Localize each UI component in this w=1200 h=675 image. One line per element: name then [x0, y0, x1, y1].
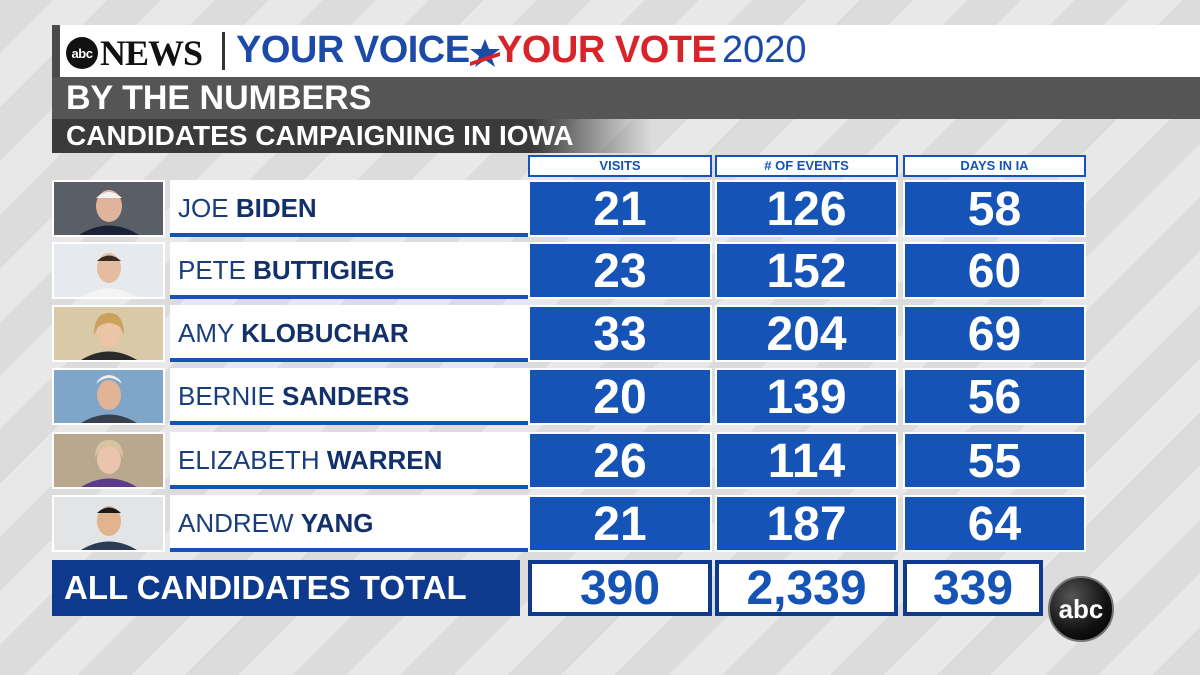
candidate-last-name: WARREN — [326, 445, 443, 475]
days-value: 58 — [903, 180, 1086, 237]
visits-value: 33 — [528, 305, 712, 362]
abc-bug-icon: abc — [1048, 576, 1114, 642]
events-value: 187 — [715, 495, 898, 552]
candidate-photo — [52, 180, 165, 237]
candidate-last-name: BIDEN — [235, 193, 317, 223]
total-label: ALL CANDIDATES TOTAL — [52, 560, 520, 616]
visits-value: 26 — [528, 432, 712, 489]
events-value: 114 — [715, 432, 898, 489]
candidate-photo — [52, 368, 165, 425]
your-voice-text: YOUR VOICE — [236, 29, 470, 71]
total-events: 2,339 — [715, 560, 898, 616]
total-visits: 390 — [528, 560, 712, 616]
candidate-first-name: ANDREW — [178, 508, 294, 538]
candidate-first-name: AMY — [178, 318, 234, 348]
candidate-last-name: BUTTIGIEG — [253, 255, 395, 285]
candidate-first-name: BERNIE — [178, 381, 275, 411]
candidate-name: ANDREW YANG — [170, 495, 528, 552]
days-value: 64 — [903, 495, 1086, 552]
star-icon — [470, 39, 500, 67]
total-days: 339 — [903, 560, 1043, 616]
page-title: BY THE NUMBERS — [52, 77, 1200, 119]
days-value: 60 — [903, 242, 1086, 299]
candidate-name: ELIZABETH WARREN — [170, 432, 528, 489]
candidate-name: JOE BIDEN — [170, 180, 528, 237]
candidate-photo — [52, 242, 165, 299]
candidate-last-name: YANG — [300, 508, 374, 538]
candidate-photo — [52, 495, 165, 552]
days-value: 69 — [903, 305, 1086, 362]
column-header-events: # OF EVENTS — [715, 155, 898, 177]
days-value: 56 — [903, 368, 1086, 425]
header-divider — [222, 32, 225, 70]
candidate-photo — [52, 305, 165, 362]
visits-value: 21 — [528, 495, 712, 552]
candidate-name: PETE BUTTIGIEG — [170, 242, 528, 299]
candidate-last-name: SANDERS — [282, 381, 410, 411]
visits-value: 21 — [528, 180, 712, 237]
abc-logo-icon: abc — [66, 37, 98, 69]
candidate-first-name: JOE — [178, 193, 229, 223]
your-vote-text: YOUR VOTE — [497, 29, 717, 71]
days-value: 55 — [903, 432, 1086, 489]
events-value: 204 — [715, 305, 898, 362]
column-header-visits: VISITS — [528, 155, 712, 177]
candidate-first-name: PETE — [178, 255, 246, 285]
events-value: 139 — [715, 368, 898, 425]
visits-value: 20 — [528, 368, 712, 425]
candidate-first-name: ELIZABETH — [178, 445, 320, 475]
candidate-name: BERNIE SANDERS — [170, 368, 528, 425]
year-text: 2020 — [722, 29, 807, 71]
candidate-last-name: KLOBUCHAR — [241, 318, 409, 348]
candidate-photo — [52, 432, 165, 489]
page-subtitle: CANDIDATES CAMPAIGNING IN IOWA — [52, 119, 652, 153]
events-value: 152 — [715, 242, 898, 299]
events-value: 126 — [715, 180, 898, 237]
column-header-days: DAYS IN IA — [903, 155, 1086, 177]
news-wordmark: NEWS — [100, 33, 203, 73]
candidate-name: AMY KLOBUCHAR — [170, 305, 528, 362]
visits-value: 23 — [528, 242, 712, 299]
